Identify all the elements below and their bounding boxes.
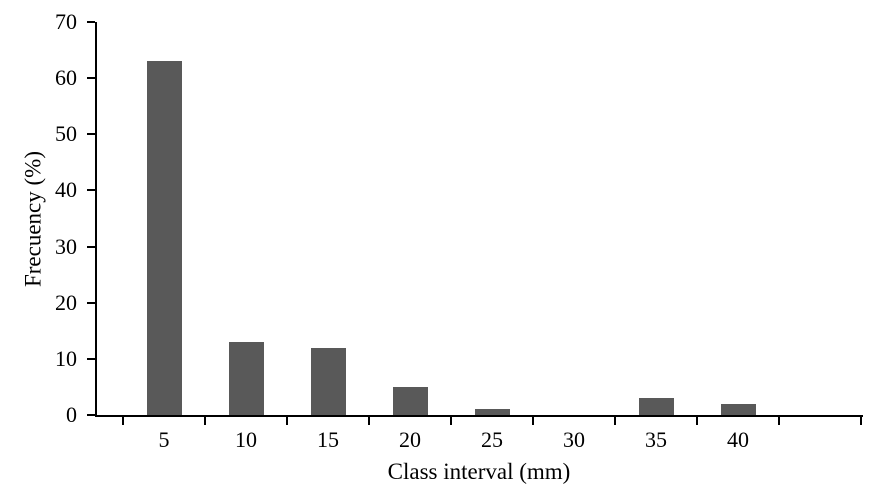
x-axis-title: Class interval (mm) [387,459,571,484]
bar [393,387,428,415]
x-tick-label: 40 [727,427,749,452]
y-tick-label: 0 [66,402,77,427]
y-axis-line [95,22,97,417]
bar [311,348,346,415]
x-tick-mark [204,417,206,425]
bar [229,342,264,415]
x-tick-label: 30 [563,427,585,452]
x-tick-mark [286,417,288,425]
x-tick-label: 10 [235,427,257,452]
y-tick-mark [87,189,95,192]
bar [147,61,182,415]
bar [475,409,510,415]
x-tick-label: 15 [317,427,339,452]
y-tick-mark [87,21,95,23]
x-tick-mark [450,417,452,425]
x-tick-mark [696,417,698,425]
y-tick-label: 60 [55,65,77,91]
y-tick-label: 20 [55,289,77,315]
y-tick-mark [87,245,95,248]
x-tick-mark [860,417,862,425]
bar [639,398,674,415]
y-tick-label: 10 [55,345,77,371]
x-tick-mark [614,417,616,425]
y-tick-mark [87,414,95,416]
y-tick-label: 70 [55,9,77,34]
y-tick-mark [87,357,95,360]
y-tick-mark [87,133,95,136]
x-axis-line [95,415,863,417]
x-tick-mark [122,417,124,425]
y-tick-mark [87,301,95,304]
x-tick-label: 20 [399,427,421,452]
x-tick-label: 35 [645,427,667,452]
x-tick-mark [778,417,780,425]
x-tick-mark [368,417,370,425]
y-tick-label: 50 [55,121,77,147]
y-tick-label: 40 [55,177,77,203]
bar [721,404,756,415]
x-tick-label: 25 [481,427,503,452]
x-tick-label: 5 [158,427,170,452]
y-tick-label: 30 [55,233,77,259]
x-tick-mark [532,417,534,425]
y-tick-mark [87,77,95,80]
